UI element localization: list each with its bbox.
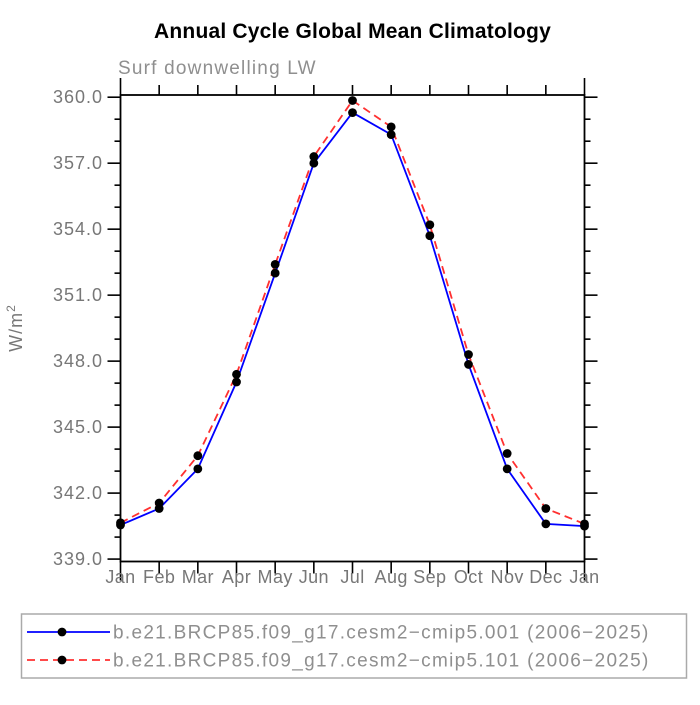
y-tick-label: 360.0 bbox=[53, 87, 103, 107]
data-point-marker bbox=[348, 96, 357, 105]
y-tick-label: 348.0 bbox=[53, 351, 103, 371]
series-lines bbox=[120, 99, 585, 527]
x-tick-label: Nov bbox=[491, 567, 524, 587]
x-tick-label: Mar bbox=[182, 567, 214, 587]
y-tick-label: 342.0 bbox=[53, 483, 103, 503]
data-point-marker bbox=[541, 519, 551, 529]
axis-ticks bbox=[107, 78, 598, 581]
data-point-marker bbox=[193, 464, 203, 474]
data-point-marker bbox=[541, 504, 551, 513]
legend-entry: b.e21.BRCP85.f09_g17.cesm2−cmip5.101 (20… bbox=[27, 651, 650, 672]
chart-title: Annual Cycle Global Mean Climatology bbox=[154, 20, 551, 43]
legend-marker bbox=[57, 627, 67, 637]
x-tick-label: Apr bbox=[222, 567, 251, 587]
data-point-marker bbox=[386, 130, 396, 139]
legend-entries: b.e21.BRCP85.f09_g17.cesm2−cmip5.001 (20… bbox=[20, 613, 688, 679]
y-axis-label-base: W/m bbox=[6, 312, 26, 352]
y-tick-label: 339.0 bbox=[53, 549, 103, 569]
y-tick-label: 345.0 bbox=[53, 417, 103, 437]
data-point-marker bbox=[154, 498, 164, 508]
x-tick-label: Jun bbox=[299, 567, 329, 587]
x-tick-label: Jan bbox=[569, 567, 599, 587]
data-point-marker bbox=[193, 451, 203, 461]
x-tick-label: Feb bbox=[143, 567, 175, 587]
legend-entry: b.e21.BRCP85.f09_g17.cesm2−cmip5.001 (20… bbox=[27, 623, 650, 644]
data-point-marker bbox=[580, 519, 589, 529]
x-tick-labels: Jan Feb Mar Apr May Jun Jul Aug Sep Oct Nov Dec Jan bbox=[105, 567, 599, 587]
data-point-marker bbox=[309, 158, 319, 168]
series-line-1 bbox=[120, 99, 585, 525]
x-tick-label: Aug bbox=[375, 567, 408, 587]
y-tick-label: 357.0 bbox=[53, 153, 103, 173]
data-point-marker bbox=[502, 464, 512, 474]
data-point-marker bbox=[425, 220, 435, 230]
legend-box bbox=[21, 614, 687, 678]
data-point-marker bbox=[464, 350, 473, 359]
x-tick-label: Oct bbox=[454, 567, 483, 587]
y-tick-label: 351.0 bbox=[53, 285, 103, 305]
legend: b.e21.BRCP85.f09_g17.cesm2−cmip5.001 (20… bbox=[20, 613, 688, 679]
x-tick-label: May bbox=[258, 567, 293, 587]
data-point-marker bbox=[309, 152, 319, 161]
plot-box bbox=[119, 94, 586, 563]
x-tick-label: Jan bbox=[105, 567, 135, 587]
y-tick-label: 354.0 bbox=[53, 219, 103, 239]
data-point-marker bbox=[232, 377, 241, 387]
x-tick-label: Dec bbox=[529, 567, 562, 587]
legend-border bbox=[20, 613, 688, 679]
y-axis-label-exponent: 2 bbox=[4, 304, 18, 312]
legend-label: b.e21.BRCP85.f09_g17.cesm2−cmip5.101 (20… bbox=[113, 651, 650, 672]
legend-label: b.e21.BRCP85.f09_g17.cesm2−cmip5.001 (20… bbox=[113, 623, 650, 644]
y-axis-label: W/m2 bbox=[4, 304, 26, 352]
chart-subtitle: Surf downwelling LW bbox=[118, 58, 317, 79]
data-point-marker bbox=[232, 369, 241, 379]
legend-marker bbox=[57, 655, 67, 665]
data-point-marker bbox=[502, 449, 512, 458]
data-point-marker bbox=[425, 231, 435, 241]
data-point-marker bbox=[270, 259, 280, 269]
series-markers bbox=[116, 96, 589, 531]
data-point-marker bbox=[116, 518, 125, 528]
x-tick-label: Jul bbox=[340, 567, 364, 587]
data-point-marker bbox=[270, 268, 280, 278]
data-point-marker bbox=[464, 360, 473, 369]
x-tick-label: Sep bbox=[413, 567, 446, 587]
data-point-marker bbox=[386, 122, 396, 132]
y-tick-labels: 339.0 342.0 345.0 348.0 351.0 354.0 357.0 360.0 bbox=[53, 87, 103, 569]
data-point-marker bbox=[348, 108, 357, 117]
